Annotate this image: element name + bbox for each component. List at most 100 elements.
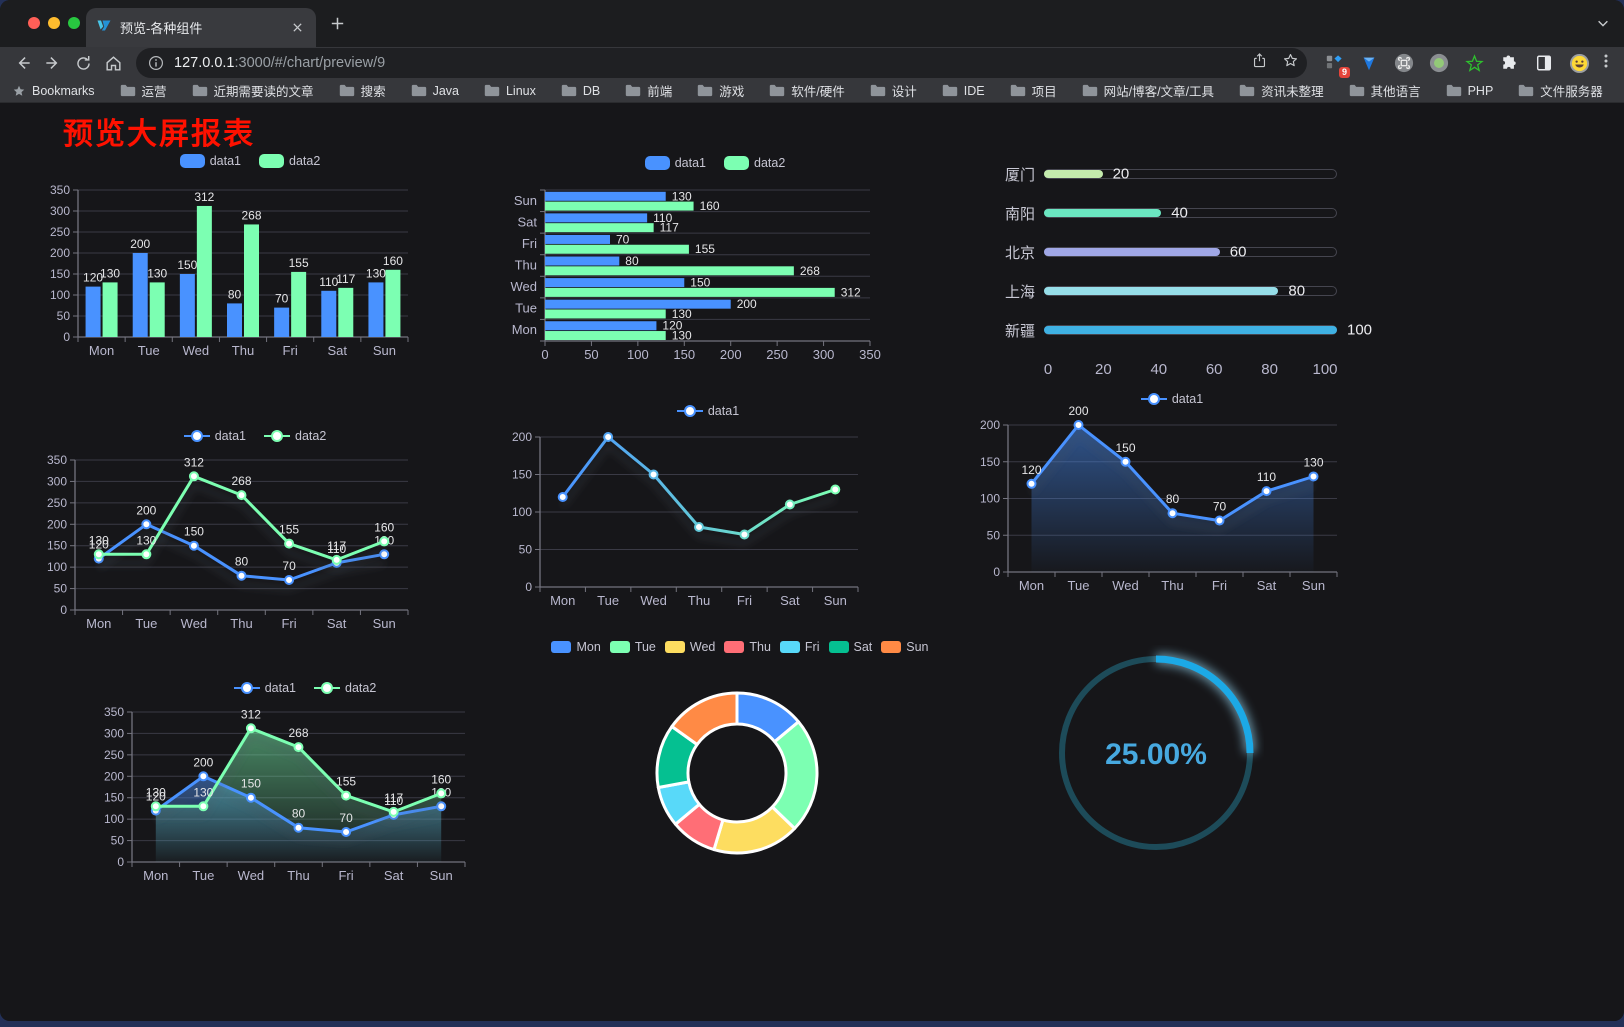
- ext-emoji-icon[interactable]: [1568, 52, 1590, 74]
- legend-item-data1[interactable]: data1: [179, 154, 241, 168]
- donut-segment-Sun[interactable]: [670, 691, 739, 746]
- svg-text:50: 50: [519, 543, 533, 557]
- svg-text:160: 160: [383, 254, 403, 268]
- c8-canvas: [655, 691, 819, 855]
- c9-canvas: 25.00%: [1059, 653, 1256, 850]
- ext-stats-icon[interactable]: 9: [1323, 52, 1350, 78]
- home-button[interactable]: [98, 49, 128, 77]
- legend-item-Mon[interactable]: Mon: [551, 640, 601, 654]
- legend-label: data1: [214, 429, 246, 443]
- legend-item-Sat[interactable]: Sat: [828, 640, 872, 654]
- svg-text:70: 70: [275, 292, 289, 306]
- progress-axis-tick: 40: [1150, 361, 1168, 378]
- svg-text:Sun: Sun: [824, 593, 847, 608]
- bookmark-folder-11[interactable]: 项目: [1010, 81, 1057, 100]
- ext-reader-icon[interactable]: [1533, 52, 1555, 74]
- ext-command-icon[interactable]: [1393, 52, 1415, 74]
- ext-record-icon[interactable]: [1428, 52, 1450, 74]
- bookmark-folder-5[interactable]: DB: [561, 84, 600, 98]
- ext-badge: 9: [1338, 67, 1350, 78]
- forward-button[interactable]: [38, 49, 68, 77]
- new-tab-button[interactable]: [328, 14, 347, 38]
- legend-item-data2[interactable]: data2: [724, 156, 785, 170]
- bookmark-folder-15[interactable]: PHP: [1446, 84, 1493, 98]
- tab-search-chevron-icon[interactable]: [1596, 16, 1610, 35]
- bookmark-folder-16[interactable]: 文件服务器: [1518, 81, 1603, 100]
- bookmark-star-icon[interactable]: [1282, 52, 1299, 74]
- bookmark-folder-13[interactable]: 资讯未整理: [1239, 81, 1324, 100]
- bookmark-folder-9[interactable]: 设计: [870, 81, 917, 100]
- legend-swatch: [259, 154, 284, 168]
- reload-button[interactable]: [68, 49, 98, 77]
- svg-text:150: 150: [690, 276, 710, 290]
- svg-text:Fri: Fri: [1212, 578, 1227, 593]
- c6-canvas: 0 50 100 150 200 Mon Tue Wed Thu Fri Sat Sun 120 200 1…: [980, 404, 1338, 593]
- svg-text:150: 150: [673, 347, 695, 362]
- bookmarks-manager[interactable]: Bookmarks: [12, 84, 95, 98]
- svg-text:0: 0: [525, 580, 532, 594]
- bookmark-folder-10[interactable]: IDE: [942, 84, 985, 98]
- legend-item-data1[interactable]: data1: [183, 429, 246, 443]
- svg-text:Tue: Tue: [597, 593, 619, 608]
- site-info-icon[interactable]: [148, 55, 164, 71]
- bookmark-folder-3[interactable]: Java: [411, 84, 459, 98]
- svg-text:100: 100: [627, 347, 649, 362]
- share-icon[interactable]: [1251, 52, 1268, 74]
- svg-text:250: 250: [766, 347, 788, 362]
- progress-row-上海: 上海 80: [1005, 281, 1337, 301]
- legend-item-Thu[interactable]: Thu: [724, 640, 771, 654]
- ext-gem-icon[interactable]: [1358, 52, 1380, 74]
- browser-menu-icon[interactable]: [1598, 53, 1614, 74]
- progress-axis-tick: 100: [1312, 361, 1338, 378]
- bookmark-folder-12[interactable]: 网站/博客/文章/工具: [1082, 81, 1214, 100]
- legend-item-data2[interactable]: data2: [314, 681, 376, 695]
- c6-legend: data1: [962, 392, 1382, 406]
- progress-axis-tick: 80: [1261, 361, 1278, 378]
- bookmark-folder-6[interactable]: 前端: [625, 81, 672, 100]
- legend-item-Tue[interactable]: Tue: [609, 640, 656, 654]
- c8-legend: Mon Tue Wed Thu Fri Sat Sun: [545, 640, 935, 654]
- folder-icon: [192, 84, 208, 97]
- svg-text:Wed: Wed: [181, 616, 208, 631]
- window-minimize-button[interactable]: [48, 17, 60, 29]
- area-chart-multi: data1 data2 0 50 100 150 200 250 300 350 Mon Tue Wed…: [95, 677, 515, 889]
- legend-item-data2[interactable]: data2: [264, 429, 326, 443]
- svg-text:120: 120: [83, 271, 103, 285]
- bookmark-folder-14[interactable]: 其他语言: [1349, 81, 1421, 100]
- svg-text:Tue: Tue: [192, 868, 214, 883]
- svg-text:Sun: Sun: [430, 868, 453, 883]
- folder-icon: [1010, 84, 1026, 97]
- progress-label: 南阳: [1004, 205, 1035, 223]
- extensions-puzzle-icon[interactable]: [1498, 52, 1520, 74]
- legend-item-data1[interactable]: data1: [233, 681, 296, 695]
- window-close-button[interactable]: [28, 17, 40, 29]
- svg-text:200: 200: [737, 297, 757, 311]
- progress-label: 北京: [1004, 244, 1035, 262]
- progress-axis-tick: 0: [1043, 361, 1053, 378]
- bookmark-folder-2[interactable]: 搜索: [339, 81, 386, 100]
- address-bar[interactable]: 127.0.0.1:3000/#/chart/preview/9: [136, 48, 1307, 78]
- ext-star-icon[interactable]: [1463, 52, 1485, 74]
- svg-text:150: 150: [241, 777, 261, 791]
- bookmark-folder-0[interactable]: 运营: [120, 81, 167, 100]
- legend-item-Sun[interactable]: Sun: [881, 640, 929, 654]
- bookmark-folder-8[interactable]: 软件/硬件: [769, 81, 845, 100]
- legend-item-data1[interactable]: data1: [644, 156, 706, 170]
- legend-item-data1[interactable]: data1: [676, 404, 739, 418]
- tab-close-icon[interactable]: [288, 19, 306, 37]
- bookmark-folder-4[interactable]: Linux: [484, 84, 536, 98]
- bookmark-folder-1[interactable]: 近期需要读的文章: [192, 81, 314, 100]
- back-button[interactable]: [8, 49, 38, 77]
- legend-item-data1[interactable]: data1: [1140, 392, 1203, 406]
- svg-text:350: 350: [104, 705, 124, 719]
- bookmark-folder-7[interactable]: 游戏: [697, 81, 744, 100]
- legend-item-Fri[interactable]: Fri: [779, 640, 820, 654]
- c4-legend: data1 data2: [45, 429, 465, 443]
- window-zoom-button[interactable]: [68, 17, 80, 29]
- svg-text:300: 300: [813, 347, 835, 362]
- legend-item-data2[interactable]: data2: [259, 154, 320, 168]
- browser-tab[interactable]: 预览-各种组件: [86, 8, 316, 47]
- tab-strip: 预览-各种组件: [0, 0, 1624, 47]
- legend-item-Wed[interactable]: Wed: [664, 640, 715, 654]
- progress-label: 上海: [1004, 283, 1035, 301]
